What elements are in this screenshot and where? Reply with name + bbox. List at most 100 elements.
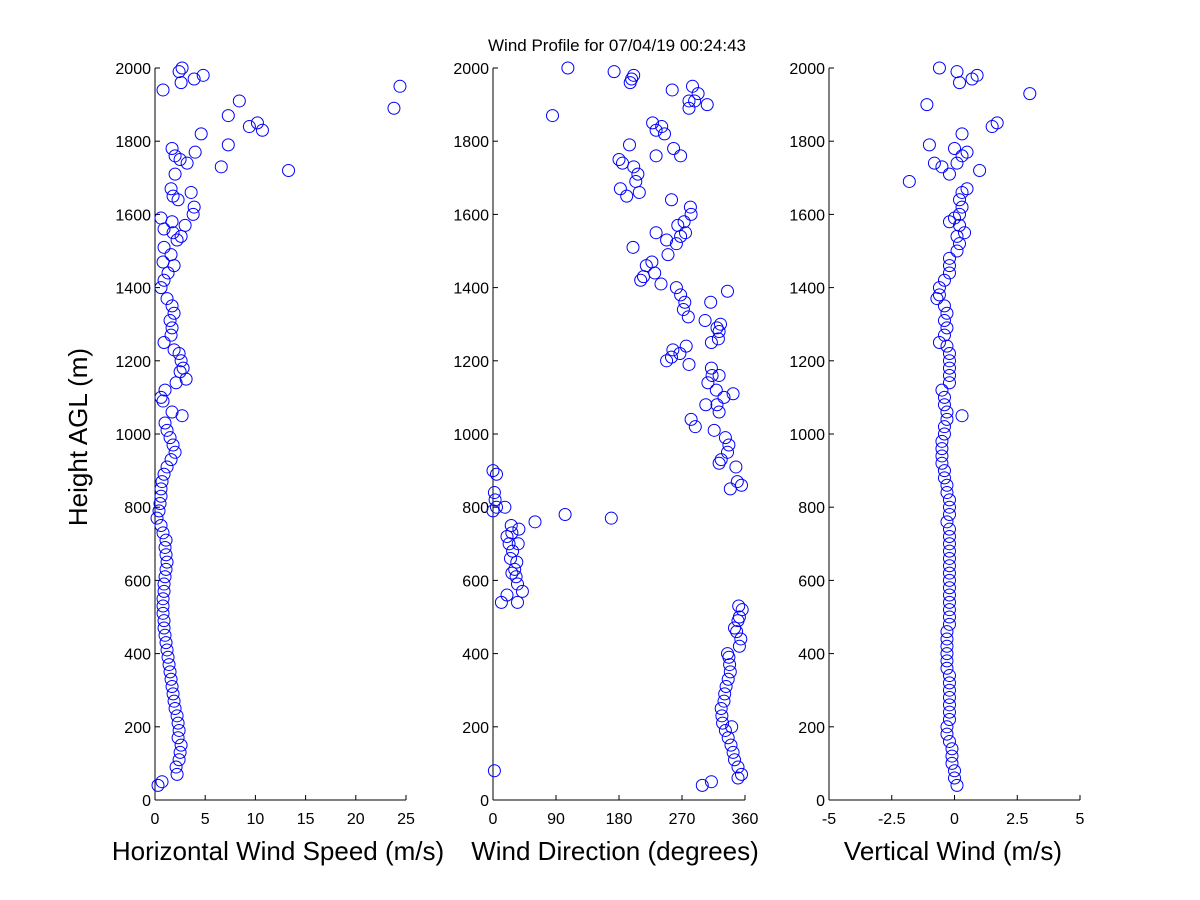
wind-direction-data-point <box>701 376 715 390</box>
horizontal-speed-data-point <box>161 266 175 280</box>
vertical-wind-data-point <box>950 778 964 792</box>
vertical-wind-data-point <box>950 229 964 243</box>
horizontal-speed-data-point <box>165 321 179 335</box>
wind-direction-data-point <box>723 665 737 679</box>
vertical-wind-data-point <box>940 478 954 492</box>
wind-direction-data-point <box>674 149 688 163</box>
vertical-wind-data-point <box>955 409 969 423</box>
vertical-wind-data-point <box>940 321 954 335</box>
wind-direction-data-point <box>721 284 734 298</box>
vertical-wind-data-point <box>942 705 956 719</box>
wind-direction-data-point <box>682 357 696 371</box>
vertical-wind-data-point <box>942 676 956 690</box>
wind-direction-data-point <box>487 764 501 778</box>
vertical-wind-data-point <box>935 383 949 397</box>
horizontal-speed-data-point <box>165 680 179 694</box>
vertical-wind-data-point <box>940 412 954 426</box>
wind-direction-data-point <box>660 233 674 247</box>
horizontal-speed-y-tick-label: 400 <box>124 647 151 664</box>
vertical-wind-data-point <box>902 174 916 188</box>
wind-direction-data-point <box>730 625 744 639</box>
wind-direction-data-point <box>704 336 718 349</box>
horizontal-speed-data-point <box>170 709 184 723</box>
horizontal-speed-data-point <box>221 109 235 123</box>
horizontal-speed-data-point <box>214 160 228 174</box>
wind-direction-data-point <box>645 255 659 269</box>
wind-direction-data-point <box>723 658 737 672</box>
horizontal-speed-data-point <box>168 445 182 459</box>
wind-direction-data-point <box>718 431 732 445</box>
vertical-wind-data-point <box>942 610 956 624</box>
wind-direction-data-point <box>723 482 737 496</box>
wind-direction-data-point <box>658 127 671 141</box>
vertical-wind-data-point <box>940 632 954 646</box>
vertical-wind-y-tick-label: 1400 <box>789 281 825 298</box>
vertical-wind-data-point <box>940 661 954 675</box>
vertical-wind-y-tick-label: 200 <box>798 720 825 737</box>
horizontal-speed-data-point <box>282 163 296 177</box>
vertical-wind-data-point <box>937 471 951 485</box>
horizontal-speed-data-point <box>167 343 181 357</box>
wind-direction-data-point <box>671 218 685 232</box>
horizontal-speed-data-point <box>172 65 186 79</box>
vertical-wind-data-point <box>942 500 956 514</box>
vertical-wind-data-point <box>942 259 956 273</box>
vertical-wind-data-point <box>942 588 956 602</box>
vertical-wind-data-point <box>942 559 956 573</box>
wind-direction-x-tick-label: 360 <box>732 811 759 828</box>
vertical-wind-data-point <box>953 193 967 207</box>
x-axis-label-vertical-wind: Vertical Wind (m/s) <box>844 836 1062 866</box>
wind-direction-data-point <box>712 456 726 470</box>
vertical-wind-data-point <box>942 346 956 360</box>
vertical-wind-data-point <box>942 603 956 617</box>
wind-direction-data-point <box>712 325 726 339</box>
wind-direction-data-point <box>717 694 731 708</box>
panel-wind-direction: 0 200 400 600 800 1000 1200 1400 1600 1800 2000 0 90… <box>453 61 758 828</box>
wind-direction-data-point <box>490 500 503 514</box>
wind-direction-data-point <box>683 200 697 214</box>
horizontal-speed-data-point <box>188 145 202 159</box>
wind-direction-data-point <box>677 215 691 229</box>
wind-direction-data-point <box>688 420 702 434</box>
vertical-wind-data-point <box>970 68 984 82</box>
y-axis-label: Height AGL (m) <box>63 348 93 526</box>
wind-direction-data-point <box>620 189 634 203</box>
horizontal-speed-data-point <box>160 555 174 569</box>
vertical-wind-data-point <box>937 328 951 342</box>
vertical-wind-data-point <box>940 639 954 653</box>
vertical-wind-data-point <box>945 749 959 763</box>
horizontal-speed-data-point <box>167 694 181 708</box>
horizontal-speed-data-point <box>157 336 171 349</box>
wind-direction-data-point <box>679 226 692 240</box>
wind-direction-data-point <box>700 98 714 112</box>
wind-direction-y-tick-label: 400 <box>462 647 489 664</box>
horizontal-speed-data-point <box>173 365 187 379</box>
horizontal-speed-data-point <box>158 540 172 554</box>
horizontal-speed-data-point <box>187 200 201 214</box>
wind-direction-data-point <box>634 273 648 287</box>
wind-direction-data-point <box>718 723 732 737</box>
wind-direction-data-point <box>616 156 629 170</box>
horizontal-speed-data-point <box>162 658 176 672</box>
wind-direction-data-point <box>715 709 729 723</box>
wind-direction-data-point <box>710 398 724 412</box>
horizontal-speed-data-point <box>393 79 407 93</box>
vertical-wind-data-point <box>935 160 949 174</box>
wind-direction-data-point <box>679 339 693 353</box>
wind-direction-data-point <box>674 288 688 302</box>
vertical-wind-data-point <box>953 218 967 232</box>
horizontal-speed-data-point <box>173 745 187 759</box>
wind-direction-data-point <box>666 343 680 357</box>
wind-direction-data-point <box>508 562 522 576</box>
vertical-wind-x-tick-label: -2.5 <box>878 811 906 828</box>
vertical-wind-data-point <box>940 727 954 741</box>
vertical-wind-y-tick-label: 800 <box>798 500 825 517</box>
horizontal-speed-data-point <box>174 76 188 90</box>
wind-direction-data-point <box>726 387 740 401</box>
vertical-wind-data-point <box>973 163 987 177</box>
vertical-wind-data-point <box>932 288 946 302</box>
wind-direction-data-point <box>726 745 740 759</box>
vertical-wind-data-point <box>942 522 956 536</box>
vertical-wind-data-point <box>942 544 956 558</box>
horizontal-speed-data-point <box>160 423 174 437</box>
